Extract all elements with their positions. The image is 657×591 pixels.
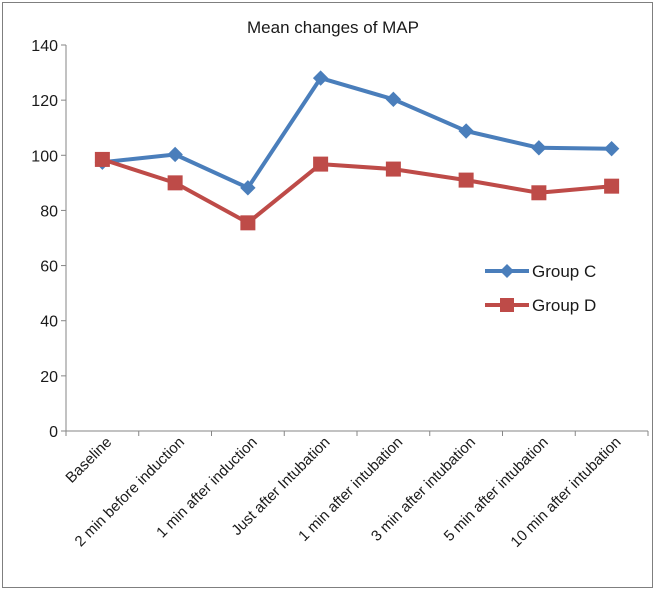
- legend-marker: [500, 264, 514, 278]
- data-point: [458, 172, 474, 188]
- legend-marker: [500, 298, 514, 312]
- chart-title: Mean changes of MAP: [247, 18, 419, 37]
- data-point: [385, 161, 401, 177]
- y-tick-label: 80: [40, 203, 58, 220]
- data-point: [385, 91, 402, 108]
- y-tick-label: 140: [31, 38, 58, 55]
- data-point: [531, 140, 547, 156]
- series-line-2: [100, 157, 614, 225]
- data-point: [603, 140, 620, 157]
- y-tick-label: 120: [31, 93, 58, 110]
- line-chart: Mean changes of MAP 0 20 40 60 80 100 120 140 Bas…: [31, 18, 649, 551]
- data-point: [531, 185, 547, 201]
- legend-label: Group D: [532, 296, 596, 315]
- data-point: [313, 156, 329, 172]
- data-point: [240, 180, 256, 196]
- y-tick-label: 0: [49, 424, 58, 441]
- data-point: [458, 123, 474, 139]
- data-point: [240, 215, 256, 231]
- y-tick-label: 60: [40, 259, 58, 276]
- y-tick-label: 100: [31, 148, 58, 165]
- data-point: [312, 70, 329, 86]
- data-point: [167, 146, 183, 163]
- data-point: [167, 175, 183, 191]
- y-tick-label: 20: [40, 369, 58, 386]
- data-point: [94, 151, 110, 167]
- legend-label: Group C: [532, 262, 596, 281]
- y-tick-label: 40: [40, 314, 58, 331]
- data-point: [604, 178, 620, 194]
- series-line-1: [100, 76, 614, 190]
- x-tick-label: Baseline: [62, 434, 115, 487]
